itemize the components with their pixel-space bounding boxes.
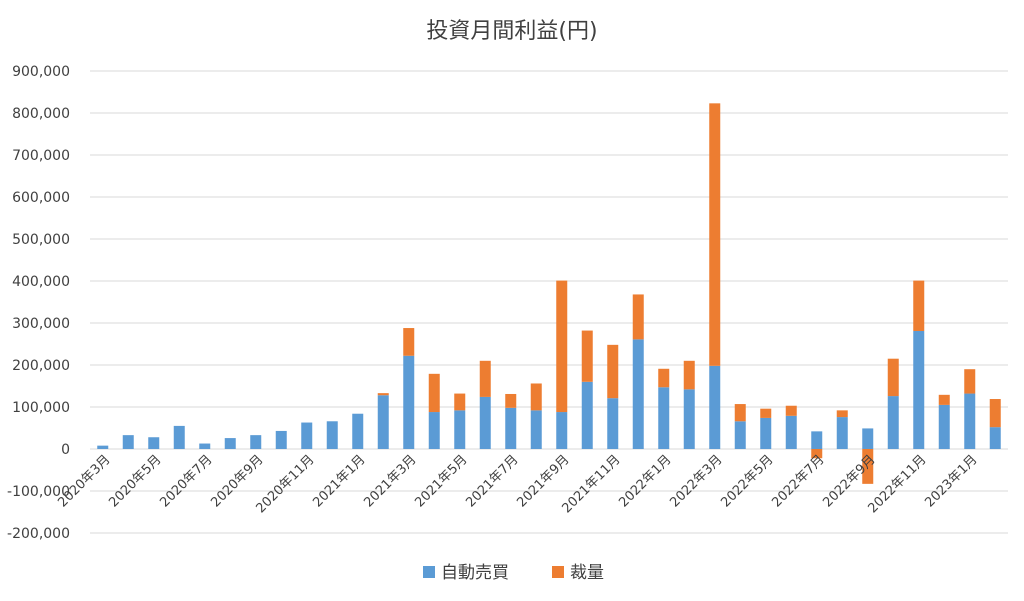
- bar-discretionary: [938, 394, 950, 405]
- bar-discretionary: [734, 404, 746, 422]
- bar-auto-trading: [887, 396, 899, 449]
- bar-auto-trading: [479, 396, 491, 449]
- bar-auto-trading: [760, 417, 772, 449]
- bar-discretionary: [454, 393, 466, 411]
- bar-discretionary: [964, 369, 976, 394]
- y-tick-label: 700,000: [12, 148, 70, 164]
- bar-auto-trading: [199, 443, 211, 449]
- bars: [97, 103, 1001, 484]
- bar-discretionary: [403, 328, 415, 356]
- bar-auto-trading: [122, 435, 134, 449]
- bar-auto-trading: [301, 422, 313, 449]
- y-tick-label: 600,000: [12, 190, 70, 206]
- bar-discretionary: [505, 393, 517, 408]
- x-tick-label: 2022年3月: [667, 452, 725, 510]
- bar-discretionary: [632, 294, 644, 340]
- bar-discretionary: [709, 103, 721, 366]
- y-tick-label: 100,000: [12, 400, 70, 416]
- x-tick-label: 2021年1月: [310, 452, 368, 510]
- bar-auto-trading: [709, 365, 721, 449]
- chart-title: 投資月間利益(円): [426, 19, 597, 44]
- y-tick-label: -100,000: [7, 484, 70, 500]
- bar-auto-trading: [454, 410, 466, 449]
- bar-auto-trading: [734, 421, 746, 449]
- bar-discretionary: [658, 368, 670, 388]
- y-tick-label: 0: [61, 442, 70, 458]
- bar-auto-trading: [530, 410, 542, 449]
- bar-auto-trading: [352, 413, 364, 449]
- bar-auto-trading: [250, 435, 262, 449]
- bar-discretionary: [760, 408, 772, 418]
- bar-discretionary: [556, 280, 568, 413]
- bar-discretionary: [428, 373, 440, 413]
- x-tick-label: 2021年3月: [361, 452, 419, 510]
- bar-auto-trading: [505, 407, 517, 449]
- legend: 自動売買 裁量: [423, 563, 604, 583]
- bar-discretionary: [377, 393, 389, 396]
- bar-discretionary: [811, 449, 823, 459]
- bar-auto-trading: [683, 389, 695, 449]
- x-tick-label: 2021年5月: [412, 452, 470, 510]
- x-tick-label: 2022年1月: [616, 452, 674, 510]
- bar-auto-trading: [428, 412, 440, 449]
- x-tick-label: 2022年7月: [769, 452, 827, 510]
- bar-discretionary: [479, 360, 491, 397]
- bar-auto-trading: [556, 412, 568, 449]
- bar-discretionary: [836, 410, 848, 418]
- x-tick-label: 2020年3月: [55, 452, 113, 510]
- legend-label-auto-trading: 自動売買: [441, 563, 509, 583]
- bar-auto-trading: [224, 438, 236, 449]
- bar-auto-trading: [403, 355, 415, 449]
- bar-auto-trading: [989, 427, 1001, 449]
- bar-auto-trading: [836, 417, 848, 449]
- y-tick-label: 500,000: [12, 232, 70, 248]
- y-tick-label: 300,000: [12, 316, 70, 332]
- x-tick-label: 2021年7月: [463, 452, 521, 510]
- x-tick-label: 2020年5月: [106, 452, 164, 510]
- bar-auto-trading: [938, 404, 950, 449]
- bar-auto-trading: [811, 431, 823, 449]
- bar-auto-trading: [581, 381, 593, 449]
- legend-swatch-auto-trading: [423, 566, 435, 578]
- bar-auto-trading: [275, 430, 287, 449]
- bar-auto-trading: [148, 437, 160, 449]
- bar-auto-trading: [658, 387, 670, 449]
- legend-swatch-discretionary: [552, 566, 564, 578]
- bar-discretionary: [785, 405, 797, 416]
- bar-auto-trading: [173, 425, 185, 449]
- x-tick-label: 2022年5月: [718, 452, 776, 510]
- y-tick-label: 400,000: [12, 274, 70, 290]
- x-tick-label: 2020年7月: [157, 452, 215, 510]
- bar-discretionary: [862, 449, 874, 484]
- bar-auto-trading: [862, 428, 874, 449]
- y-tick-label: 200,000: [12, 358, 70, 374]
- y-tick-label: 900,000: [12, 64, 70, 80]
- y-tick-label: 800,000: [12, 106, 70, 122]
- bar-auto-trading: [913, 330, 925, 449]
- bar-discretionary: [989, 399, 1001, 428]
- bar-auto-trading: [607, 398, 619, 449]
- bar-discretionary: [683, 360, 695, 390]
- y-axis-tick-labels: 900,000 800,000 700,000 600,000 500,000 400,0…: [7, 64, 70, 542]
- y-tick-label: -200,000: [7, 526, 70, 542]
- x-axis-tick-labels: 2020年3月2020年5月2020年7月2020年9月2020年11月2021…: [55, 452, 980, 516]
- bar-auto-trading: [326, 421, 338, 449]
- bar-auto-trading: [785, 415, 797, 449]
- legend-label-discretionary: 裁量: [570, 563, 604, 583]
- bar-discretionary: [913, 280, 925, 331]
- bar-discretionary: [530, 383, 542, 411]
- bar-discretionary: [581, 330, 593, 382]
- bar-auto-trading: [964, 393, 976, 449]
- x-tick-label: 2023年1月: [922, 452, 980, 510]
- bar-auto-trading: [377, 395, 389, 449]
- bar-auto-trading: [632, 339, 644, 449]
- bar-discretionary: [607, 344, 619, 399]
- bar-auto-trading: [97, 445, 109, 449]
- bar-discretionary: [887, 358, 899, 397]
- gridlines: [90, 70, 1008, 534]
